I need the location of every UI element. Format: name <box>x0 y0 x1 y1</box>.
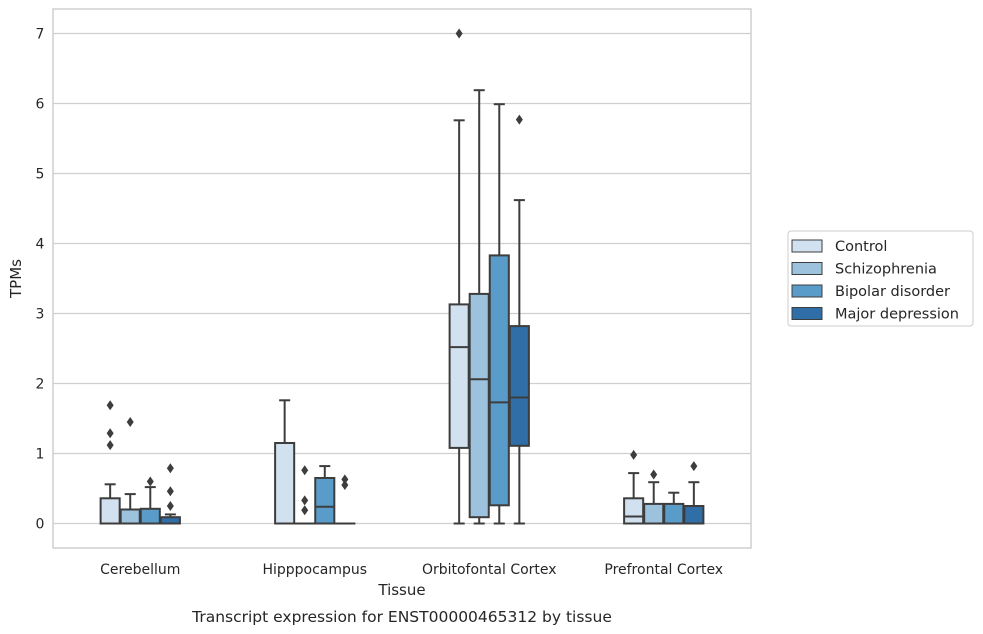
box-body <box>99 497 121 525</box>
outlier-point <box>301 505 309 516</box>
box-body <box>314 477 336 525</box>
box-body <box>663 502 685 525</box>
outlier-point <box>166 486 174 497</box>
legend-swatch <box>791 262 823 275</box>
outlier-point <box>341 480 349 490</box>
box-body <box>623 497 645 525</box>
y-tick-label: 2 <box>36 377 45 393</box>
box-body <box>119 508 141 525</box>
x-tick-label: Cerebellum <box>100 562 180 578</box>
x-tick-labels: Cerebellum Hipppocampus Orbitofontal Corte… <box>100 562 723 578</box>
legend: Control Schizophrenia Bipolar disorder Majo… <box>787 230 974 327</box>
box-body <box>488 254 510 507</box>
outlier-point <box>301 465 309 476</box>
outlier-point <box>690 461 698 472</box>
box-control <box>623 449 645 525</box>
plot-frame <box>52 8 752 549</box>
legend-frame <box>787 230 974 327</box>
x-axis-title: Tissue <box>377 581 425 599</box>
box-schizophrenia <box>294 465 316 525</box>
y-tick-labels: 0 1 2 3 4 5 6 7 <box>36 27 45 533</box>
outlier-point <box>650 469 658 480</box>
y-tick-label: 6 <box>36 97 45 113</box>
box-major-depression <box>159 463 181 525</box>
legend-label: Major depression <box>835 307 959 323</box>
box-groups <box>99 28 705 525</box>
outlier-point <box>166 501 174 511</box>
box-control <box>448 28 470 525</box>
outlier-point <box>146 476 154 487</box>
box-schizophrenia <box>468 89 490 525</box>
legend-label: Bipolar disorder <box>835 284 950 300</box>
box-major-depression <box>508 114 530 525</box>
box-major-depression <box>334 474 356 525</box>
box-bipolar-disorder <box>139 476 161 525</box>
y-tick-label: 4 <box>36 237 45 253</box>
legend-swatch <box>791 239 823 253</box>
legend-swatch <box>791 307 823 320</box>
legend-label: Schizophrenia <box>835 262 937 278</box>
box-body <box>683 505 705 525</box>
legend-swatch <box>791 284 823 298</box>
outlier-point <box>341 474 349 485</box>
y-axis-title: TPMs <box>7 259 25 299</box>
box-schizophrenia <box>119 417 141 525</box>
outlier-point <box>166 463 174 474</box>
x-tick-label: Prefrontal Cortex <box>604 562 723 578</box>
outlier-point <box>126 417 134 427</box>
box-body <box>643 502 665 525</box>
x-tick-label: Orbitofontal Cortex <box>422 562 557 578</box>
box-body <box>274 442 296 525</box>
box-bipolar-disorder <box>488 103 510 525</box>
outlier-point <box>515 114 523 125</box>
box-major-depression <box>683 461 705 525</box>
box-body <box>448 303 470 449</box>
y-tick-label: 5 <box>36 167 45 183</box>
outlier-point <box>106 400 114 411</box>
y-tick-label: 7 <box>36 27 45 43</box>
outlier-point <box>106 440 114 451</box>
grid-lines <box>53 32 751 525</box>
x-tick-label: Hipppocampus <box>262 562 367 578</box>
outlier-point <box>455 28 463 39</box>
box-schizophrenia <box>643 469 665 525</box>
box-bipolar-disorder <box>314 465 336 525</box>
outlier-point <box>106 428 114 439</box>
legend-label: Control <box>835 239 887 255</box>
outlier-point <box>630 449 638 460</box>
box-body <box>508 325 530 447</box>
box-control <box>274 399 296 525</box>
box-control <box>99 400 121 525</box>
y-tick-label: 3 <box>36 307 45 323</box>
box-body <box>468 292 490 519</box>
y-tick-label: 1 <box>36 447 45 463</box>
box-body <box>139 507 161 525</box>
y-tick-label: 0 <box>36 517 45 533</box>
chart-caption: Transcript expression for ENST0000046531… <box>191 608 612 626</box>
box-bipolar-disorder <box>663 491 685 525</box>
outlier-point <box>301 495 309 506</box>
